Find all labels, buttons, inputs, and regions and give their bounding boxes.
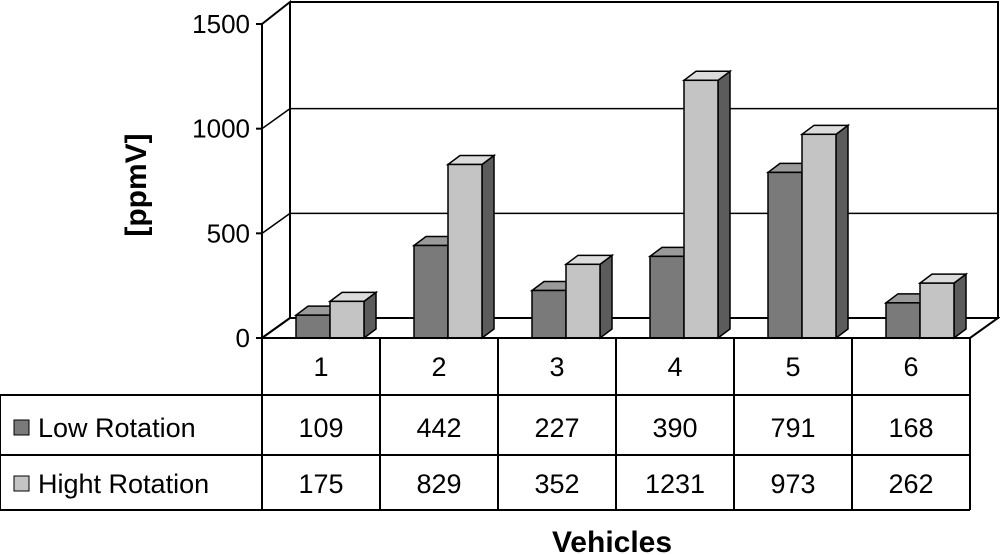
bar-front bbox=[531, 289, 567, 339]
y-tick-label: 1500 bbox=[192, 9, 250, 39]
legend-label: Hight Rotation bbox=[38, 469, 209, 499]
bar bbox=[327, 290, 379, 340]
bar-front bbox=[801, 133, 837, 339]
data-label: 168 bbox=[888, 413, 933, 443]
bars bbox=[293, 69, 969, 340]
bar-front bbox=[447, 163, 483, 339]
x-tick-label: 5 bbox=[785, 352, 800, 382]
bar-front bbox=[413, 244, 449, 339]
legend-label: Low Rotation bbox=[38, 413, 196, 443]
bar-front bbox=[649, 255, 685, 339]
y-tick-labels: 0 500 1000 1500 bbox=[192, 9, 250, 353]
y-tick-label: 0 bbox=[236, 323, 250, 353]
bar-front bbox=[683, 79, 719, 339]
data-label: 390 bbox=[652, 413, 697, 443]
gridline bbox=[261, 212, 291, 234]
bar-front bbox=[295, 314, 331, 339]
bar bbox=[445, 153, 497, 340]
bar-front bbox=[885, 302, 921, 339]
data-label: 227 bbox=[534, 413, 579, 443]
x-tick-label: 1 bbox=[313, 352, 328, 382]
bar bbox=[681, 69, 733, 340]
x-tick-label: 3 bbox=[549, 352, 564, 382]
y-axis-label: [ppmV] bbox=[120, 133, 153, 236]
bar-side bbox=[717, 69, 731, 340]
gridline bbox=[261, 108, 291, 130]
gridlines bbox=[261, 107, 998, 234]
data-label: 175 bbox=[298, 469, 343, 499]
y-tick-label: 1000 bbox=[192, 114, 250, 144]
data-label: 109 bbox=[298, 413, 343, 443]
legend-swatch bbox=[13, 419, 30, 436]
data-label: 262 bbox=[888, 469, 933, 499]
data-label: 442 bbox=[416, 413, 461, 443]
data-label: 973 bbox=[770, 469, 815, 499]
bar-front bbox=[919, 282, 955, 339]
y-axis bbox=[256, 23, 263, 339]
y-tick-label: 500 bbox=[207, 218, 250, 248]
bar bbox=[799, 123, 851, 340]
bar-front bbox=[329, 300, 365, 339]
x-tick-label: 6 bbox=[903, 352, 918, 382]
data-label: 791 bbox=[770, 413, 815, 443]
x-tick-label: 4 bbox=[667, 352, 682, 382]
bar bbox=[563, 253, 615, 340]
bar-front bbox=[565, 263, 601, 339]
bar-side bbox=[953, 272, 967, 340]
bar-front bbox=[767, 171, 803, 339]
bar-side bbox=[835, 123, 849, 340]
left-wall bbox=[261, 0, 291, 340]
data-label: 829 bbox=[416, 469, 461, 499]
legend-swatch bbox=[13, 475, 30, 492]
bar bbox=[917, 272, 969, 340]
data-table: 1 109 175 2 442 829 3 227 352 4 390 1231 5 791 973 6 168… bbox=[0, 337, 971, 511]
data-label: 352 bbox=[534, 469, 579, 499]
data-label: 1231 bbox=[645, 469, 705, 499]
bar-side bbox=[599, 253, 613, 340]
x-axis-label: Vehicles bbox=[552, 526, 672, 555]
back-wall bbox=[290, 1, 999, 319]
x-tick-label: 2 bbox=[431, 352, 446, 382]
bar-side bbox=[481, 153, 495, 340]
